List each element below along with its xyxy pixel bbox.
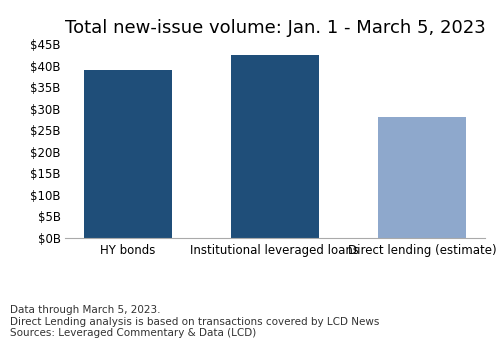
Text: Data through March 5, 2023.
Direct Lending analysis is based on transactions cov: Data through March 5, 2023. Direct Lendi… (10, 305, 380, 338)
Bar (84, 70, 172, 238)
Bar (231, 55, 319, 238)
Title: Total new-issue volume: Jan. 1 - March 5, 2023: Total new-issue volume: Jan. 1 - March 5… (64, 19, 486, 37)
Bar (378, 117, 466, 238)
